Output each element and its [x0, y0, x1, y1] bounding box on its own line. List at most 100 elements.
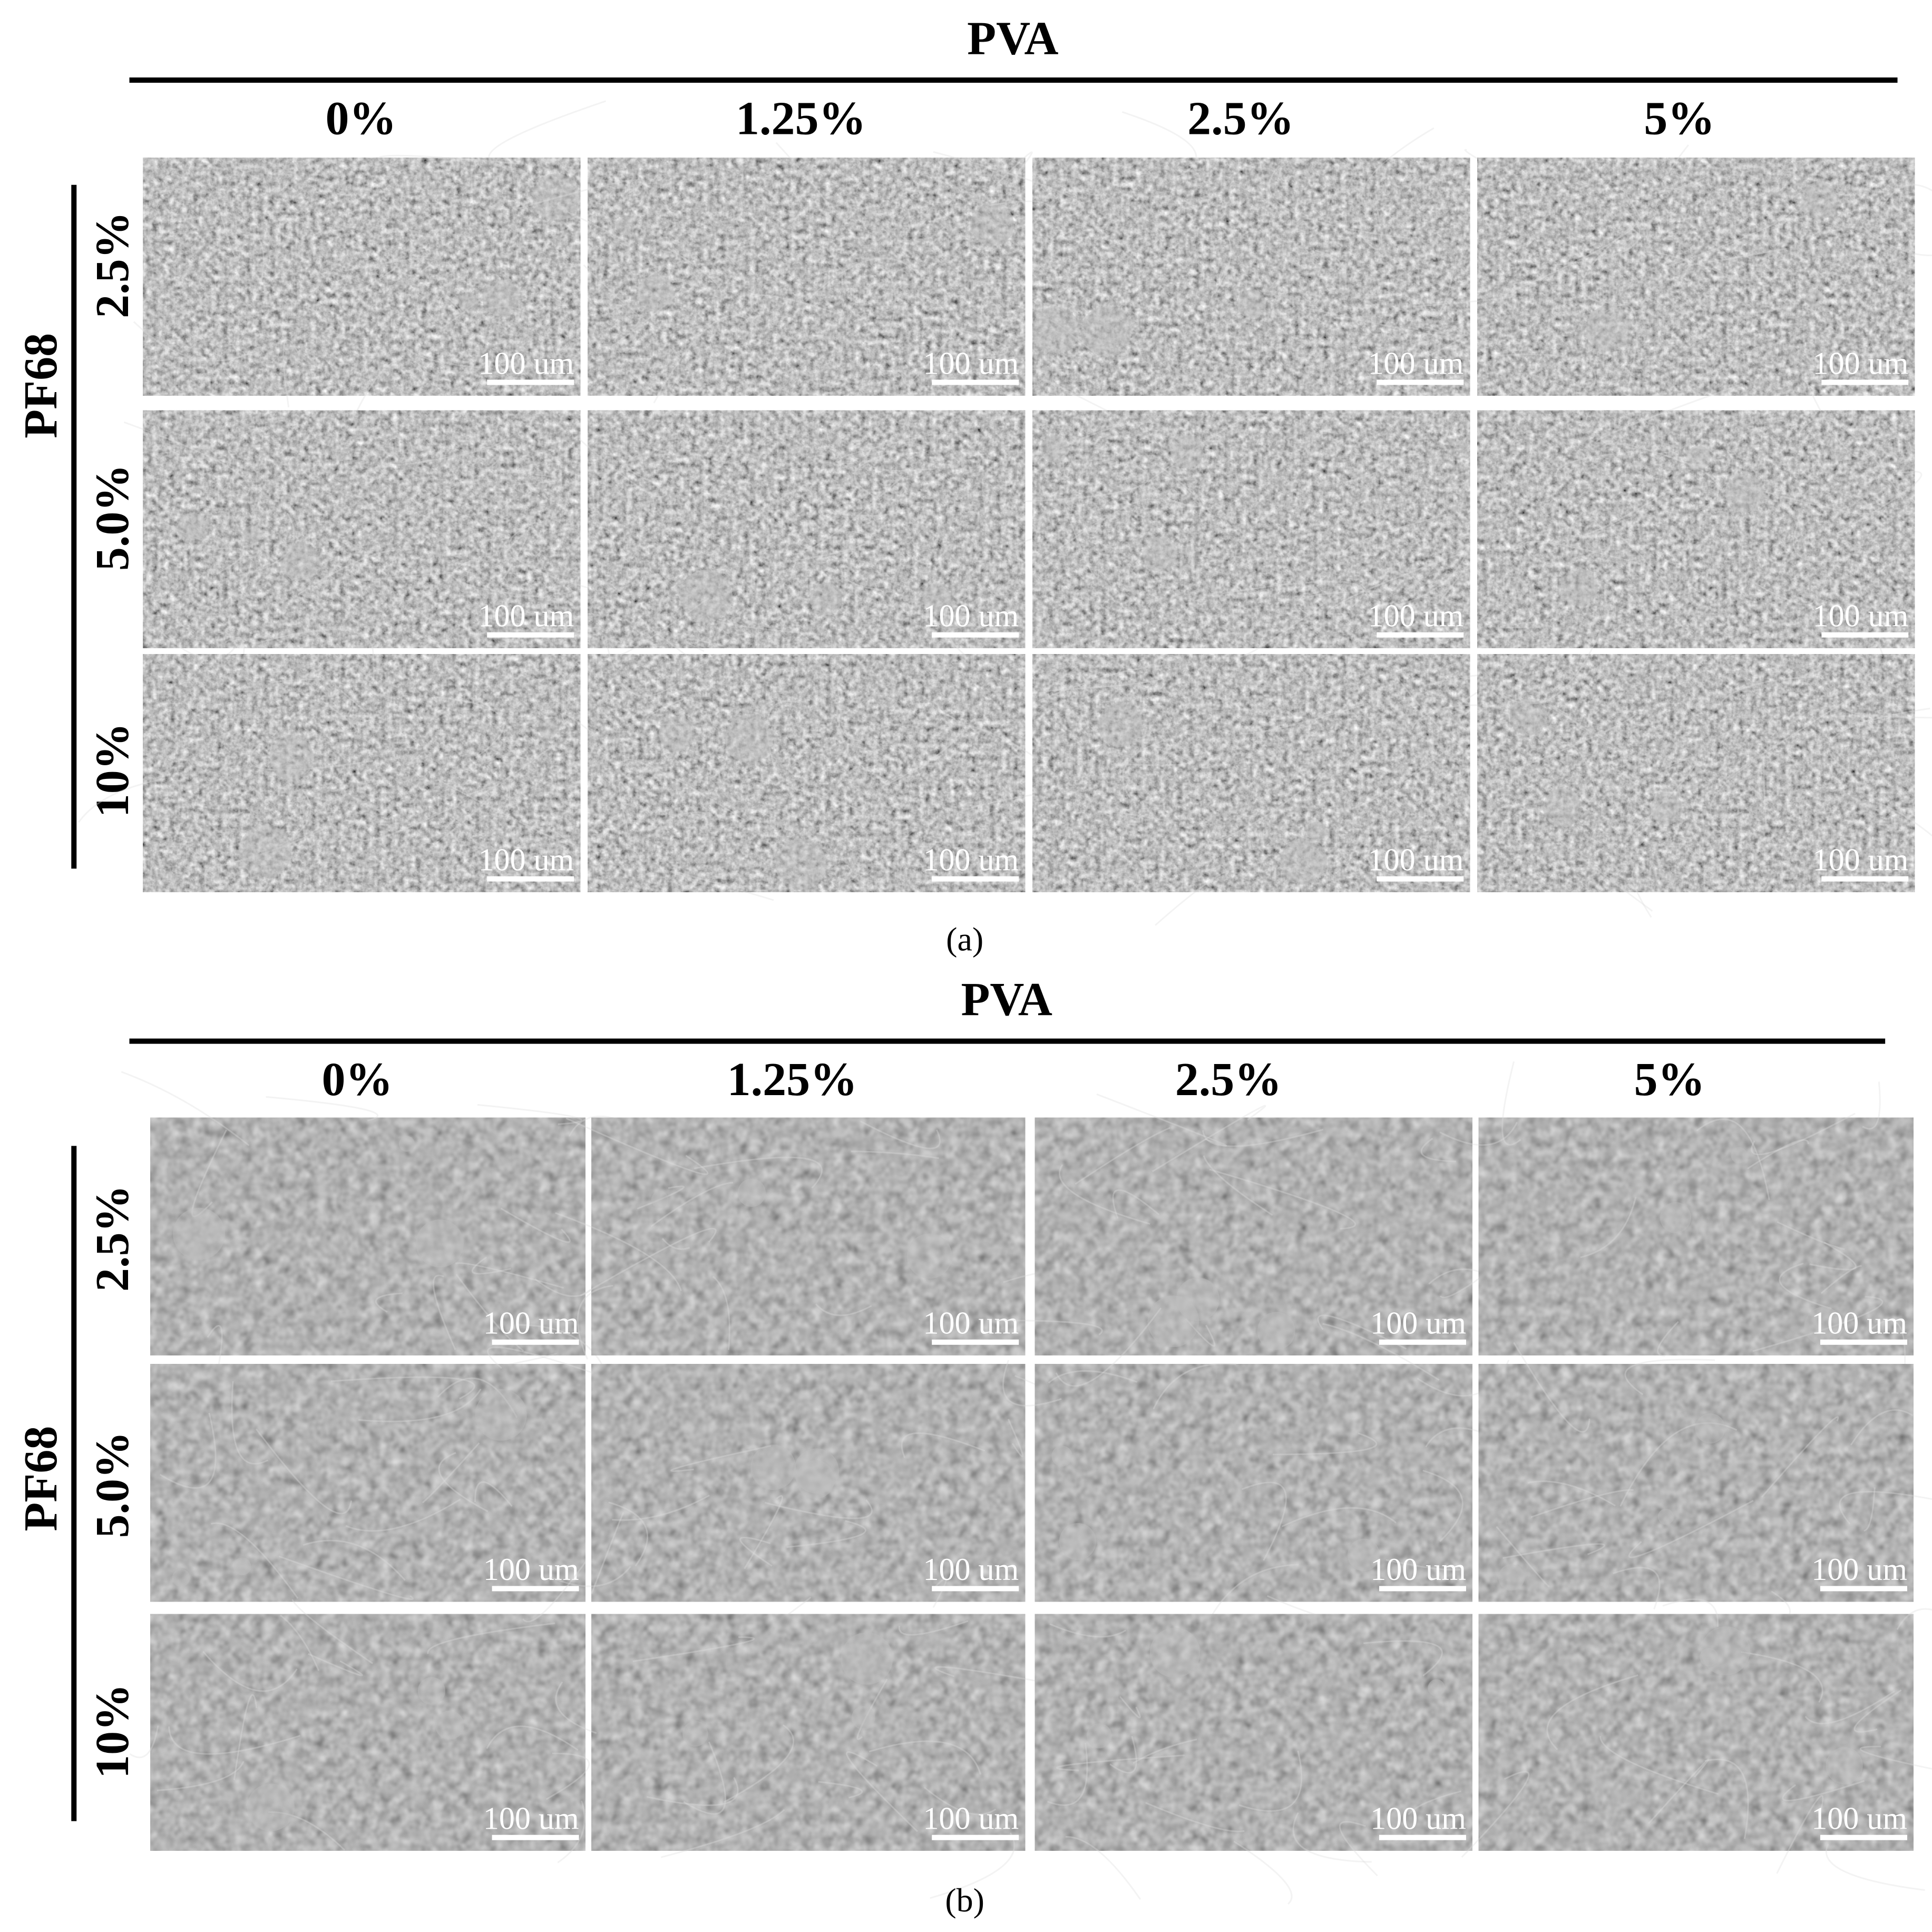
column-label: 0% [322, 1053, 393, 1106]
fiber [522, 1562, 587, 1623]
fiber [1042, 421, 1170, 457]
fiber [826, 509, 907, 517]
fiber [1805, 381, 1880, 460]
fiber [474, 1481, 513, 1507]
scale-bar-label: 100 um [479, 842, 574, 877]
scale-bar-label: 100 um [479, 599, 574, 633]
fiber [672, 811, 706, 820]
fiber [502, 532, 528, 580]
sem-image [150, 1117, 586, 1355]
scale-bar [1821, 876, 1909, 882]
row-label: 5.0% [86, 464, 139, 571]
fiber [856, 1679, 888, 1740]
fiber [538, 279, 560, 295]
sem-image [1478, 1364, 1914, 1602]
sem-image [150, 1364, 586, 1602]
fiber [441, 277, 501, 329]
fiber [1648, 1759, 1710, 1824]
fiber [1238, 1750, 1303, 1812]
particle [637, 275, 675, 312]
row-label: 10% [86, 1684, 139, 1779]
fiber [500, 1207, 571, 1243]
particle [1660, 1202, 1691, 1234]
fiber [924, 1787, 997, 1816]
fiber [266, 1096, 378, 1121]
fiber [303, 1539, 406, 1581]
particle [725, 715, 773, 763]
fiber [910, 318, 955, 384]
fiber [1782, 1780, 1865, 1802]
scale-bar [1377, 876, 1464, 882]
fiber [1367, 830, 1450, 889]
scale-bar-label: 100 um [1811, 1306, 1907, 1341]
fiber [1096, 1093, 1227, 1147]
scale-bar-label: 100 um [479, 346, 574, 380]
fiber [1552, 207, 1641, 266]
scale-bar-label: 100 um [1813, 599, 1909, 633]
column-label: 2.5% [1187, 92, 1294, 144]
fiber [1527, 1480, 1616, 1507]
fiber [1754, 582, 1815, 606]
panel-title: PVA [967, 12, 1058, 64]
fiber [632, 1636, 755, 1662]
fiber [646, 1777, 739, 1807]
fiber [1569, 489, 1671, 538]
fiber [1241, 1481, 1287, 1561]
fiber [555, 1681, 597, 1734]
fiber [1233, 1840, 1293, 1905]
fiber [612, 1495, 710, 1521]
fiber [1384, 539, 1471, 610]
fiber [358, 1388, 482, 1422]
fiber [851, 1150, 939, 1159]
fiber [1882, 184, 1932, 206]
sem-image [143, 158, 581, 396]
scale-bar [492, 1835, 579, 1840]
fiber [330, 1376, 475, 1400]
fiber [724, 1724, 795, 1803]
fiber [605, 636, 681, 697]
fiber [661, 1238, 690, 1250]
fiber [1415, 294, 1517, 308]
fiber [1555, 453, 1616, 484]
fiber [1269, 164, 1410, 239]
particle [399, 1136, 415, 1152]
scale-bar-label: 100 um [483, 1306, 579, 1341]
fiber [133, 321, 256, 362]
scale-bar [932, 632, 1019, 638]
fiber [1696, 1118, 1770, 1201]
fiber [854, 451, 894, 500]
fiber [1344, 514, 1446, 560]
fiber [933, 151, 1084, 218]
scale-bar [1821, 379, 1909, 385]
fiber [1297, 590, 1381, 616]
sem-image [1032, 654, 1470, 892]
fiber [1530, 1489, 1634, 1518]
scale-bar [487, 379, 574, 385]
particle [280, 542, 319, 581]
fiber [1394, 675, 1461, 746]
fiber [1599, 1735, 1719, 1795]
fiber [1112, 1189, 1160, 1219]
fiber [930, 1832, 1016, 1899]
fiber [1343, 749, 1448, 810]
fiber [865, 447, 935, 472]
particle [659, 716, 695, 752]
particle [1280, 838, 1327, 885]
fiber [1736, 483, 1872, 515]
scale-bar-label: 100 um [1368, 346, 1464, 380]
fiber [438, 1452, 489, 1513]
fiber [222, 826, 329, 866]
particle [750, 1445, 796, 1490]
fiber [660, 1809, 785, 1858]
scale-bar-label: 100 um [1813, 346, 1909, 380]
fiber [344, 258, 433, 272]
fiber [1203, 1155, 1273, 1216]
fiber [278, 1555, 414, 1600]
scale-bar-label: 100 um [923, 1552, 1019, 1587]
fiber [1024, 461, 1149, 503]
fiber [985, 151, 1033, 196]
fiber [1752, 1295, 1884, 1352]
fiber [256, 1428, 353, 1515]
fiber [1662, 203, 1795, 269]
fiber [1437, 562, 1470, 604]
